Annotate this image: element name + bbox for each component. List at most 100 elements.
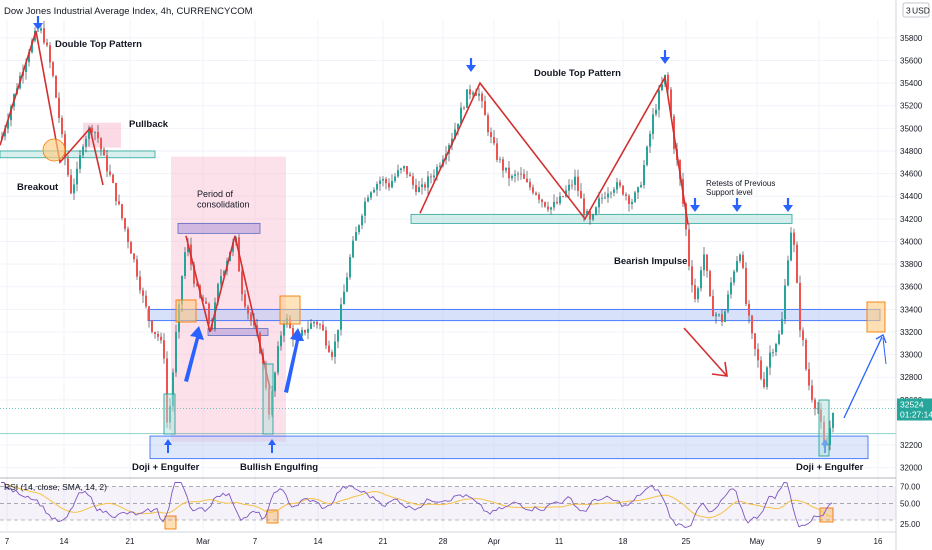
- candle-body: [91, 127, 93, 133]
- candle-body: [574, 176, 576, 185]
- candle-body: [760, 360, 762, 379]
- candle-body: [514, 174, 516, 176]
- candle-body: [241, 271, 243, 295]
- candle-body: [790, 232, 792, 261]
- doji-highlight-1: [163, 393, 176, 435]
- price-tick-label: 33400: [900, 305, 923, 314]
- candle-body: [643, 165, 645, 186]
- candle-body: [604, 197, 606, 199]
- candle-body: [733, 271, 735, 283]
- candle-body: [526, 178, 528, 182]
- candle-body: [487, 115, 489, 133]
- doji-highlight-2: [818, 399, 830, 457]
- candle-body: [292, 328, 294, 340]
- candle-body: [529, 181, 531, 188]
- candle-body: [625, 194, 627, 196]
- candle-body: [52, 62, 54, 76]
- candle-body: [55, 75, 57, 98]
- candle-body: [634, 192, 636, 202]
- candle-body: [595, 207, 597, 215]
- candle-body: [559, 196, 561, 204]
- candle-body: [301, 329, 303, 336]
- candle-body: [337, 329, 339, 342]
- rsi-tick-label: 50.00: [900, 499, 921, 508]
- candle-body: [385, 178, 387, 184]
- candle-body: [340, 304, 342, 330]
- candle-body: [343, 291, 345, 305]
- price-tick-label: 35800: [900, 34, 923, 43]
- candle-body: [136, 259, 138, 277]
- candle-body: [352, 240, 354, 258]
- price-tick-label: 32200: [900, 441, 923, 450]
- candle-body: [193, 264, 195, 284]
- candle-body: [778, 334, 780, 344]
- candle-body: [772, 352, 774, 353]
- price-tick-label: 35200: [900, 102, 923, 111]
- candle-body: [703, 254, 705, 271]
- candle-body: [85, 138, 87, 147]
- arrow-down-retest-1-head: [690, 205, 700, 212]
- arrow-down-top-right-head: [660, 57, 670, 64]
- candle-body: [721, 314, 723, 322]
- annotation-double-top-right: Double Top Pattern: [534, 68, 621, 79]
- candle-body: [793, 232, 795, 245]
- candle-body: [616, 182, 618, 190]
- rsi-line: [1, 482, 833, 528]
- candle-body: [100, 138, 102, 150]
- candle-body: [46, 42, 48, 46]
- candle-body: [313, 321, 315, 324]
- candle-body: [70, 175, 72, 194]
- candle-body: [694, 285, 696, 300]
- candle-body: [502, 159, 504, 171]
- candle-body: [406, 166, 408, 175]
- candle-body: [649, 133, 651, 147]
- candle-body: [619, 182, 621, 186]
- candle-body: [196, 283, 198, 286]
- candle-body: [127, 228, 129, 243]
- candle-body: [391, 181, 393, 188]
- breakout-circle: [42, 138, 66, 162]
- candle-body: [517, 173, 519, 175]
- candle-body: [217, 284, 219, 303]
- candle-body: [133, 253, 135, 260]
- candle-body: [418, 187, 420, 192]
- candle-body: [802, 330, 804, 340]
- candle-body: [250, 313, 252, 321]
- candle-body: [118, 201, 120, 205]
- candle-body: [64, 134, 66, 159]
- candle-body: [454, 129, 456, 139]
- candle-body: [373, 189, 375, 193]
- candle-body: [184, 252, 186, 277]
- candle-body: [139, 276, 141, 291]
- candle-body: [730, 282, 732, 295]
- retest-support-zone: [410, 213, 793, 224]
- candle-body: [112, 174, 114, 183]
- candle-body: [367, 197, 369, 202]
- candle-body: [757, 349, 759, 361]
- candle-body: [817, 408, 819, 410]
- candle-body: [718, 314, 720, 316]
- consolidation-top-box: [177, 222, 261, 234]
- candle-body: [160, 336, 162, 341]
- rsi-tick-label: 70.00: [900, 483, 921, 492]
- price-tick-label: 34800: [900, 147, 923, 156]
- candle-body: [580, 190, 582, 199]
- candle-body: [553, 201, 555, 208]
- rising-arrow-2: [284, 328, 304, 393]
- candle-body: [4, 128, 6, 137]
- candle-body: [79, 155, 81, 169]
- candle-body: [769, 352, 771, 368]
- candle-body: [475, 92, 477, 96]
- consolidation-bottom-box: [207, 328, 269, 336]
- candle-body: [319, 324, 321, 326]
- candle-body: [409, 174, 411, 177]
- candle-body: [253, 320, 255, 326]
- price-tick-label: 33600: [900, 283, 923, 292]
- candle-body: [277, 346, 279, 373]
- candle-body: [781, 319, 783, 335]
- currency-button[interactable]: 3 USD: [902, 2, 930, 18]
- candle-body: [148, 306, 150, 321]
- candle-body: [130, 242, 132, 254]
